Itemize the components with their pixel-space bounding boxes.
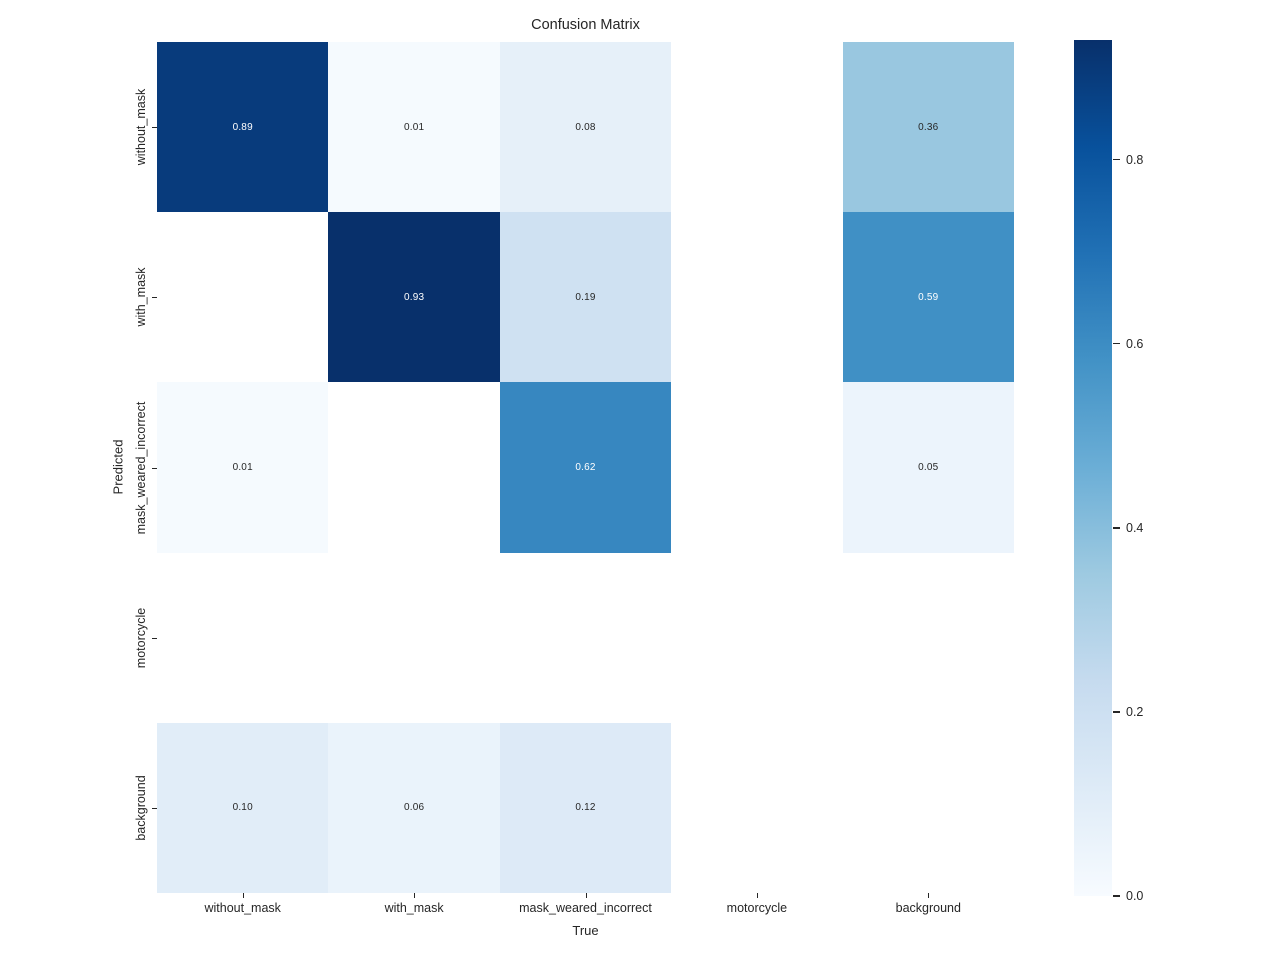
colorbar-tick-label: 0.0 [1126, 889, 1144, 903]
x-axis-label: True [572, 923, 599, 938]
heatmap-cell: 0.12 [499, 722, 672, 893]
heatmap-cell: 0.05 [842, 382, 1014, 553]
heatmap-cell [842, 552, 1014, 723]
chart-title: Confusion Matrix [531, 17, 640, 33]
y-tick-mark [152, 467, 157, 469]
heatmap-cell: 0.19 [499, 212, 672, 383]
heatmap-cell [671, 722, 843, 893]
cell-annotation: 0.01 [232, 461, 253, 473]
heatmap-cell: 0.36 [842, 42, 1014, 213]
heatmap-cell [499, 552, 672, 723]
colorbar-tick-label: 0.6 [1126, 336, 1144, 351]
y-tick-label: without_mask [134, 88, 148, 166]
colorbar [1074, 40, 1112, 896]
cell-annotation: 0.19 [575, 291, 596, 303]
colorbar-tick-label: 0.4 [1126, 520, 1144, 535]
x-tick-mark [414, 893, 416, 898]
heatmap-cell: 0.08 [499, 42, 672, 213]
y-tick-mark [152, 807, 157, 810]
cell-annotation: 0.36 [918, 121, 939, 133]
y-tick-label: motorcycle [134, 607, 148, 668]
cell-annotation: 0.08 [575, 121, 596, 133]
heatmap-cell: 0.01 [328, 42, 500, 213]
cell-annotation: 0.12 [575, 802, 596, 814]
colorbar-tick-mark [1113, 158, 1120, 161]
heatmap-cell [157, 212, 329, 383]
heatmap-cell [671, 382, 843, 553]
y-tick-mark [152, 637, 157, 639]
heatmap-cell: 0.10 [157, 722, 329, 893]
x-tick-mark [928, 893, 930, 898]
colorbar-tick-label: 0.2 [1126, 704, 1144, 719]
cell-annotation: 0.89 [232, 121, 253, 133]
heatmap-cell: 0.59 [842, 212, 1014, 383]
y-tick-label: with_mask [134, 267, 148, 327]
heatmap-cell: 0.89 [157, 42, 329, 213]
y-tick-mark [152, 297, 157, 299]
heatmap-cell: 0.06 [328, 722, 500, 893]
heatmap-cell [328, 552, 500, 723]
heatmap-cell [671, 212, 843, 383]
y-tick-label: background [134, 775, 148, 841]
heatmap: 0.89 0.01 0.08 0.36 0.93 0.19 0.59 0.01 0.62 0.05… [157, 42, 1014, 893]
x-tick-mark [242, 893, 244, 898]
cell-annotation: 0.01 [403, 121, 425, 133]
cell-annotation: 0.62 [575, 461, 596, 473]
cell-annotation: 0.93 [403, 291, 425, 303]
x-tick-mark [756, 893, 759, 898]
cell-annotation: 0.05 [918, 461, 939, 473]
colorbar-tick-mark [1113, 343, 1120, 345]
cell-annotation: 0.10 [232, 802, 253, 814]
heatmap-cell [671, 552, 843, 723]
x-tick-label: motorcycle [726, 901, 788, 915]
colorbar-tick-mark [1113, 711, 1120, 713]
y-axis-label: Predicted [110, 439, 126, 495]
heatmap-cell [157, 552, 329, 723]
x-tick-mark [585, 893, 587, 898]
x-tick-label: mask_weared_incorrect [519, 901, 652, 915]
colorbar-tick-label: 0.8 [1126, 152, 1144, 167]
heatmap-cell: 0.93 [328, 212, 500, 383]
colorbar-tick-mark [1113, 895, 1120, 897]
y-tick-mark [152, 127, 157, 129]
heatmap-cell: 0.62 [499, 382, 672, 553]
heatmap-cell [671, 42, 843, 213]
x-tick-label: background [895, 901, 961, 915]
y-tick-label: mask_weared_incorrect [134, 401, 148, 534]
heatmap-cell [328, 382, 500, 553]
colorbar-tick-mark [1113, 527, 1120, 529]
x-tick-label: without_mask [204, 901, 281, 915]
cell-annotation: 0.59 [918, 291, 939, 303]
x-tick-label: with_mask [384, 901, 444, 915]
heatmap-cell [842, 722, 1014, 893]
cell-annotation: 0.06 [403, 802, 425, 814]
heatmap-cell: 0.01 [157, 382, 329, 553]
